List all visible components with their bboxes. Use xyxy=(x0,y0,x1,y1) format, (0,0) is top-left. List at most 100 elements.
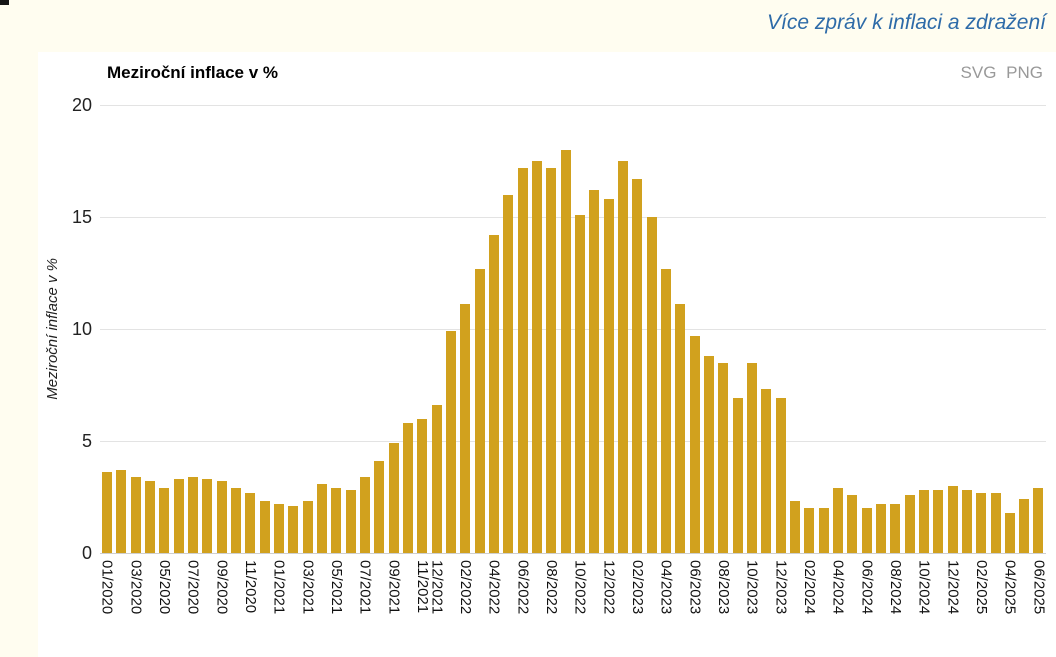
bar-slot xyxy=(143,105,157,553)
bar-slot xyxy=(716,105,730,553)
bar-slot xyxy=(659,105,673,553)
bar xyxy=(489,234,500,553)
bar-slot xyxy=(630,105,644,553)
bar xyxy=(646,217,657,553)
x-axis-tick-label: 09/2020 xyxy=(213,560,231,615)
x-axis-tick-label: 11/2021 xyxy=(413,560,431,614)
bar-slot xyxy=(874,105,888,553)
bar-slot xyxy=(945,105,959,553)
bar xyxy=(216,481,227,553)
x-axis-tick-label: 03/2021 xyxy=(299,560,317,615)
bar xyxy=(976,492,987,553)
bar xyxy=(746,362,757,553)
bar xyxy=(789,501,800,553)
bar xyxy=(474,268,485,553)
bar xyxy=(145,481,156,553)
x-axis-tick-label: 10/2024 xyxy=(915,560,933,615)
bar-slot xyxy=(616,105,630,553)
bar-slot xyxy=(358,105,372,553)
bar-slot xyxy=(114,105,128,553)
bar xyxy=(1019,499,1030,553)
bar-slot xyxy=(215,105,229,553)
bar-slot xyxy=(644,105,658,553)
x-axis-tick-label: 11/2020 xyxy=(242,560,259,614)
x-axis-tick-label: 12/2021 xyxy=(428,560,446,615)
bar xyxy=(274,503,285,553)
bar-slot xyxy=(301,105,315,553)
bar xyxy=(173,479,184,553)
x-axis-tick-label: 06/2022 xyxy=(514,560,532,615)
bar-slot xyxy=(229,105,243,553)
gridline xyxy=(100,441,1046,442)
bar xyxy=(374,461,385,553)
gridline xyxy=(100,105,1046,106)
x-axis-tick-label: 10/2023 xyxy=(743,560,761,615)
x-axis-tick-label: 01/2020 xyxy=(100,560,116,615)
bar xyxy=(331,488,342,553)
bar xyxy=(761,389,772,553)
bar xyxy=(503,194,514,553)
more-news-link[interactable]: Více zpráv k inflaci a zdražení xyxy=(767,11,1046,34)
bar-slot xyxy=(673,105,687,553)
x-axis-tick-label: 08/2022 xyxy=(543,560,560,615)
svg-export-link[interactable]: SVG xyxy=(960,63,997,82)
bar-slot xyxy=(974,105,988,553)
gridline xyxy=(100,553,1046,554)
bar-slot xyxy=(544,105,558,553)
bar xyxy=(231,488,242,553)
x-axis-tick-label: 04/2024 xyxy=(829,560,847,615)
bar-slot xyxy=(473,105,487,553)
bar xyxy=(159,488,170,553)
bar-slot xyxy=(845,105,859,553)
x-axis-tick-label: 04/2025 xyxy=(1001,560,1019,615)
bar-slot xyxy=(1003,105,1017,553)
bar-slot xyxy=(816,105,830,553)
bar xyxy=(116,470,127,553)
x-axis-tick-label: 12/2024 xyxy=(944,560,962,615)
export-links: SVG PNG xyxy=(956,63,1043,83)
x-axis-tick-label: 05/2020 xyxy=(156,560,173,615)
bar xyxy=(345,490,356,553)
x-axis-tick-label: 04/2023 xyxy=(657,560,675,615)
gridline xyxy=(100,329,1046,330)
x-axis-tick-label: 07/2020 xyxy=(184,560,202,615)
x-axis-tick-label: 08/2024 xyxy=(887,560,904,615)
bar-slot xyxy=(516,105,530,553)
png-export-link[interactable]: PNG xyxy=(1006,63,1043,82)
bar xyxy=(718,362,729,553)
plot-area xyxy=(100,105,1046,554)
bar xyxy=(259,501,270,553)
bar-slot xyxy=(186,105,200,553)
bar xyxy=(360,476,371,553)
bar-slot xyxy=(702,105,716,553)
bar-slot xyxy=(745,105,759,553)
bar-slot xyxy=(773,105,787,553)
bar xyxy=(732,398,743,553)
bar-slot xyxy=(1017,105,1031,553)
bar xyxy=(617,161,628,553)
x-axis-tick-label: 02/2024 xyxy=(801,560,818,615)
bar-slot xyxy=(286,105,300,553)
bar xyxy=(560,149,571,553)
x-axis-tick-label: 10/2022 xyxy=(571,560,589,615)
bar xyxy=(317,483,328,553)
bar xyxy=(417,418,428,553)
bar-slot xyxy=(172,105,186,553)
bar xyxy=(446,331,457,553)
bar-slot xyxy=(487,105,501,553)
y-axis-tick-label: 15 xyxy=(71,207,92,227)
bar xyxy=(102,472,113,553)
x-axis-tick-label: 06/2024 xyxy=(858,560,876,615)
bar-slot xyxy=(401,105,415,553)
bar-slot xyxy=(344,105,358,553)
x-axis-tick-label: 02/2025 xyxy=(973,560,990,615)
bar xyxy=(188,476,199,553)
bar xyxy=(574,214,585,553)
bar-slot xyxy=(258,105,272,553)
bar-slot xyxy=(802,105,816,553)
bar-slot xyxy=(960,105,974,553)
bar xyxy=(589,190,600,553)
bar-slot xyxy=(1031,105,1045,553)
bar xyxy=(818,508,829,553)
